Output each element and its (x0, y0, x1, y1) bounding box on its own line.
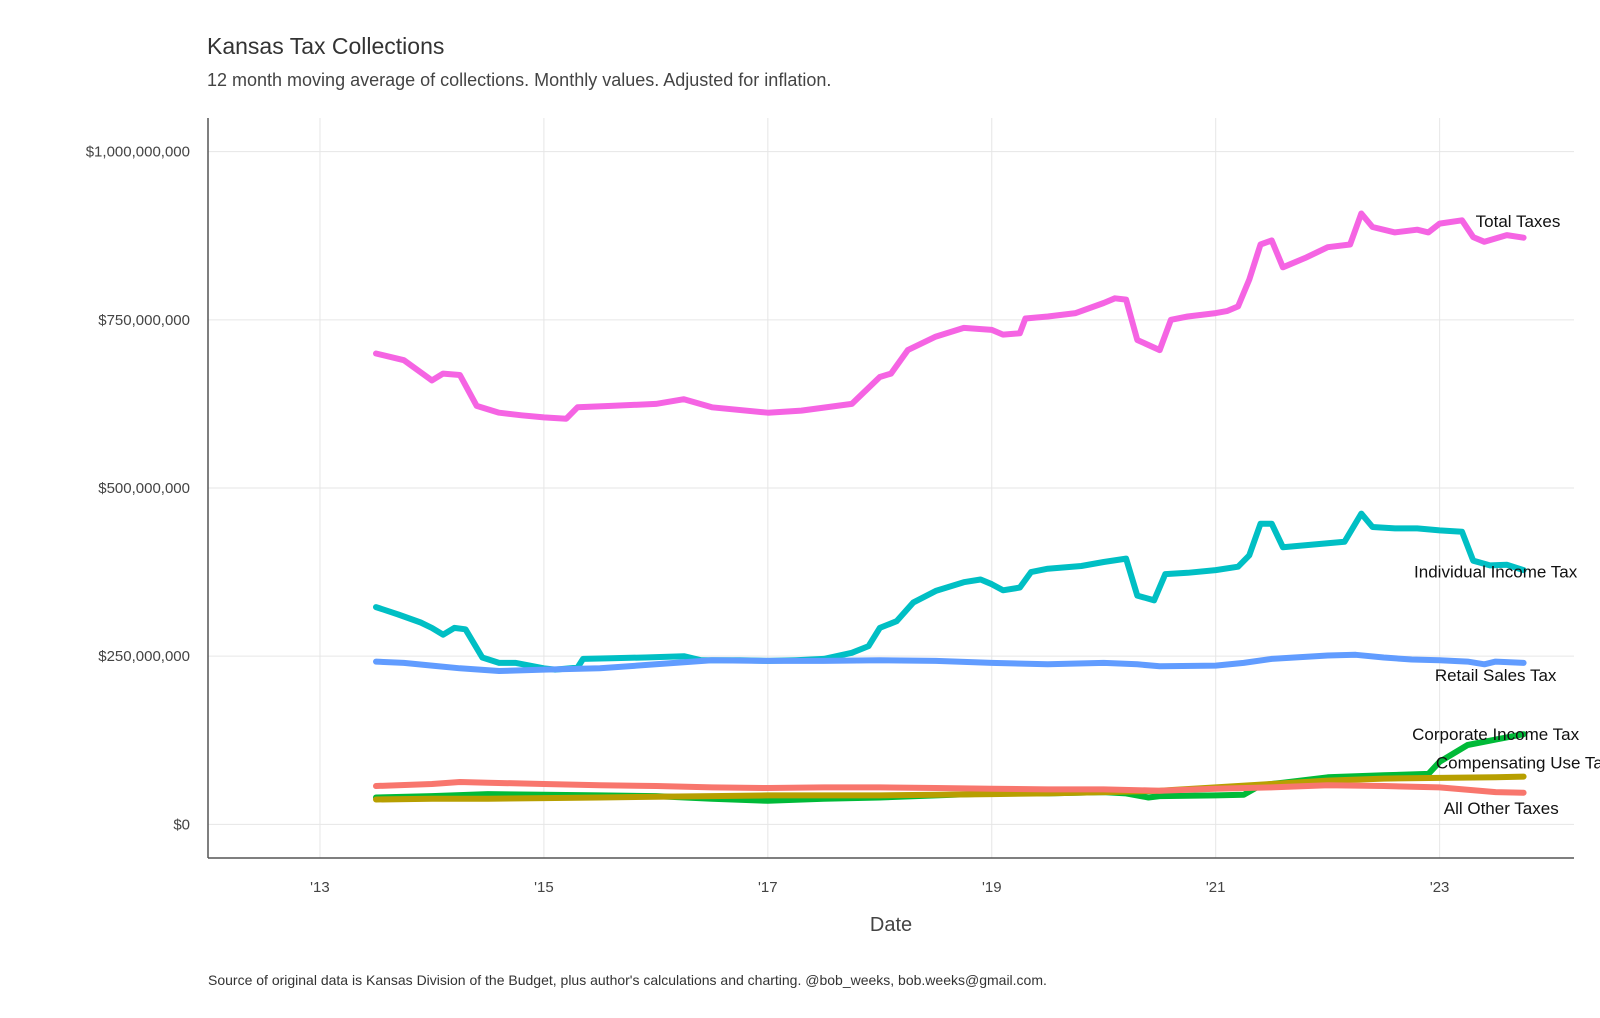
x-tick-label: '17 (758, 879, 778, 896)
series-line-compensating-use-tax (373, 773, 1527, 803)
y-tick-label: $1,000,000,000 (86, 144, 190, 161)
series-line-retail-sales-tax (373, 651, 1527, 674)
y-tick-label: $500,000,000 (98, 480, 190, 497)
x-tick-label: '15 (534, 879, 554, 896)
grid-lines (208, 118, 1574, 858)
series-direct-labels: Total Taxes Individual Income Tax Retail S… (1412, 212, 1600, 818)
y-axis-tick-labels: $0 $250,000,000 $500,000,000 $750,000,000 $1… (86, 144, 190, 834)
chart-title: Kansas Tax Collections (207, 33, 444, 59)
x-axis-tick-labels: '13 '15 '17 '19 '21 '23 (310, 879, 1449, 896)
series-line-all-other-taxes (373, 779, 1527, 796)
y-tick-label: $250,000,000 (98, 648, 190, 665)
series-label-corporate-income-tax: Corporate Income Tax (1412, 725, 1579, 744)
series-line-total-taxes (373, 210, 1527, 422)
series-label-all-other-taxes: All Other Taxes (1444, 799, 1559, 818)
x-tick-label: '23 (1430, 879, 1450, 896)
x-tick-label: '19 (982, 879, 1002, 896)
series-lines (373, 210, 1527, 804)
x-tick-label: '13 (310, 879, 330, 896)
chart-subtitle: 12 month moving average of collections. … (207, 70, 831, 90)
series-label-total-taxes: Total Taxes (1476, 212, 1561, 231)
source-caption: Source of original data is Kansas Divisi… (208, 972, 1047, 988)
series-label-retail-sales-tax: Retail Sales Tax (1435, 666, 1557, 685)
x-axis-title: Date (870, 914, 912, 936)
y-tick-label: $0 (173, 816, 190, 833)
series-label-individual-income-tax: Individual Income Tax (1414, 562, 1578, 581)
y-tick-label: $750,000,000 (98, 312, 190, 329)
series-line-individual-income-tax (373, 510, 1527, 673)
series-label-compensating-use-tax: Compensating Use Tax (1436, 753, 1600, 772)
x-tick-label: '21 (1206, 879, 1226, 896)
